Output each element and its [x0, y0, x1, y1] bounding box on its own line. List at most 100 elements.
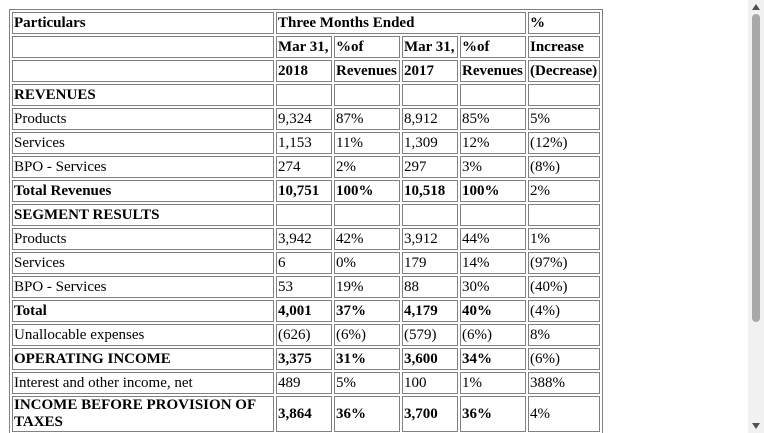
value-cell: (12%) [528, 132, 600, 154]
value-cell: (6%) [528, 348, 600, 370]
value-cell: 14% [460, 252, 526, 274]
value-cell: 34% [460, 348, 526, 370]
section-label: REVENUES [12, 84, 274, 106]
scroll-thumb[interactable] [752, 14, 760, 322]
scrollbar[interactable] [748, 0, 764, 433]
header-cell: Increase [528, 36, 600, 58]
value-cell: 100% [334, 180, 400, 202]
data-row: INCOME BEFORE PROVISION OF TAXES 3,864 36%… [12, 396, 600, 432]
header-cell: % [528, 12, 600, 34]
value-cell: 10,751 [276, 180, 332, 202]
value-cell: 36% [334, 396, 400, 432]
empty-cell [528, 84, 600, 106]
value-cell: 4% [528, 396, 600, 432]
header-cell: 2017 [402, 60, 458, 82]
row-label: Services [12, 132, 274, 154]
header-cell: (Decrease) [528, 60, 600, 82]
value-cell: 8,912 [402, 108, 458, 130]
data-row: Products 3,942 42% 3,912 44% 1% [12, 228, 600, 250]
row-label: Total [12, 300, 274, 322]
empty-cell [276, 204, 332, 226]
header-row: 2018 Revenues 2017 Revenues (Decrease) [12, 60, 600, 82]
header-row: Mar 31, %of Mar 31, %of Increase [12, 36, 600, 58]
value-cell: 179 [402, 252, 458, 274]
data-row: BPO - Services 53 19% 88 30% (40%) [12, 276, 600, 298]
header-cell: %of [460, 36, 526, 58]
section-row: REVENUES [12, 84, 600, 106]
value-cell: 100 [402, 372, 458, 394]
scroll-up[interactable] [752, 4, 760, 10]
value-cell: 30% [460, 276, 526, 298]
value-cell: 3,942 [276, 228, 332, 250]
value-cell: 4,179 [402, 300, 458, 322]
value-cell: 9,324 [276, 108, 332, 130]
value-cell: 87% [334, 108, 400, 130]
value-cell: 10,518 [402, 180, 458, 202]
empty-cell [12, 36, 274, 58]
value-cell: 274 [276, 156, 332, 178]
empty-cell [460, 204, 526, 226]
value-cell: 3,864 [276, 396, 332, 432]
data-row: Services 1,153 11% 1,309 12% (12%) [12, 132, 600, 154]
header-cell: %of [334, 36, 400, 58]
row-label: Interest and other income, net [12, 372, 274, 394]
value-cell: 3% [460, 156, 526, 178]
scroll-down[interactable] [752, 423, 760, 429]
value-cell: 1,309 [402, 132, 458, 154]
value-cell: 88 [402, 276, 458, 298]
value-cell: 53 [276, 276, 332, 298]
table-body: Particulars Three Months Ended % Mar 31,… [12, 12, 600, 432]
data-row: BPO - Services 274 2% 297 3% (8%) [12, 156, 600, 178]
row-label: Products [12, 228, 274, 250]
empty-cell [276, 84, 332, 106]
empty-cell [402, 204, 458, 226]
value-cell: 3,375 [276, 348, 332, 370]
row-label: Services [12, 252, 274, 274]
value-cell: 4,001 [276, 300, 332, 322]
value-cell: 19% [334, 276, 400, 298]
value-cell: 100% [460, 180, 526, 202]
value-cell: (4%) [528, 300, 600, 322]
header-cell: Three Months Ended [276, 12, 526, 34]
value-cell: 297 [402, 156, 458, 178]
section-label: SEGMENT RESULTS [12, 204, 274, 226]
value-cell: 11% [334, 132, 400, 154]
value-cell: (579) [402, 324, 458, 346]
empty-cell [12, 60, 274, 82]
value-cell: 8% [528, 324, 600, 346]
empty-cell [402, 84, 458, 106]
value-cell: (40%) [528, 276, 600, 298]
value-cell: 3,912 [402, 228, 458, 250]
value-cell: 5% [528, 108, 600, 130]
header-cell: Mar 31, [276, 36, 332, 58]
value-cell: (8%) [528, 156, 600, 178]
row-label: Unallocable expenses [12, 324, 274, 346]
empty-cell [528, 204, 600, 226]
data-row: Services 6 0% 179 14% (97%) [12, 252, 600, 274]
row-label: BPO - Services [12, 276, 274, 298]
row-label: OPERATING INCOME [12, 348, 274, 370]
data-row: Products 9,324 87% 8,912 85% 5% [12, 108, 600, 130]
data-row: OPERATING INCOME 3,375 31% 3,600 34% (6%) [12, 348, 600, 370]
header-cell: Revenues [334, 60, 400, 82]
value-cell: 1% [460, 372, 526, 394]
value-cell: 40% [460, 300, 526, 322]
value-cell: 3,700 [402, 396, 458, 432]
value-cell: 36% [460, 396, 526, 432]
header-cell: Mar 31, [402, 36, 458, 58]
value-cell: 1,153 [276, 132, 332, 154]
financial-table: Particulars Three Months Ended % Mar 31,… [9, 9, 603, 433]
value-cell: (6%) [334, 324, 400, 346]
row-label: BPO - Services [12, 156, 274, 178]
value-cell: 44% [460, 228, 526, 250]
row-label: Total Revenues [12, 180, 274, 202]
header-row: Particulars Three Months Ended % [12, 12, 600, 34]
header-cell: 2018 [276, 60, 332, 82]
value-cell: 388% [528, 372, 600, 394]
value-cell: 6 [276, 252, 332, 274]
value-cell: 42% [334, 228, 400, 250]
data-row: Total Revenues 10,751 100% 10,518 100% 2% [12, 180, 600, 202]
value-cell: 2% [528, 180, 600, 202]
header-cell: Particulars [12, 12, 274, 34]
